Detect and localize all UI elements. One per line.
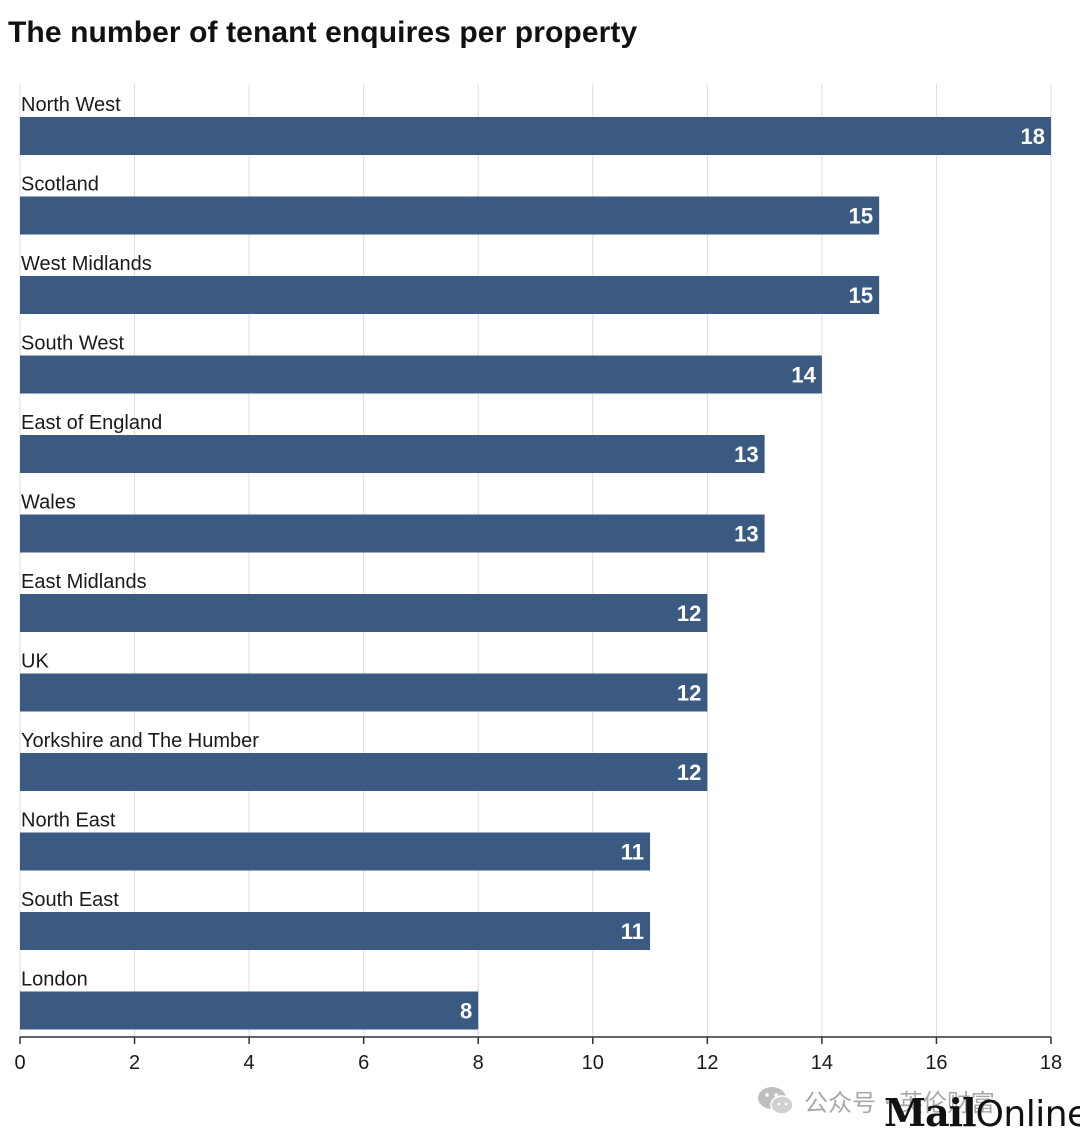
bar xyxy=(20,514,765,553)
bar xyxy=(20,832,651,871)
bar xyxy=(20,117,1051,155)
category-label: North West xyxy=(21,94,121,116)
value-label: 8 xyxy=(460,999,472,1024)
x-tick-label: 0 xyxy=(14,1052,25,1074)
value-label: 15 xyxy=(849,204,873,229)
category-label: Wales xyxy=(21,492,76,514)
logo-mail: Mail xyxy=(884,1090,977,1135)
category-label: North East xyxy=(21,810,116,832)
x-tick-label: 18 xyxy=(1040,1052,1062,1074)
category-label: South East xyxy=(21,889,119,911)
x-tick-label: 10 xyxy=(582,1052,604,1074)
value-label: 13 xyxy=(734,442,758,467)
x-tick-label: 16 xyxy=(925,1052,947,1074)
value-label: 12 xyxy=(677,760,701,785)
x-tick-label: 14 xyxy=(811,1052,833,1074)
watermark: 公众号 · 英伦财富 xyxy=(756,1083,995,1118)
value-label: 13 xyxy=(734,522,758,547)
category-label: East of England xyxy=(21,412,162,434)
value-label: 11 xyxy=(621,919,644,944)
watermark-text: 公众号 · 英伦财富 xyxy=(804,1089,995,1117)
category-label: East Midlands xyxy=(21,571,147,593)
x-tick-label: 8 xyxy=(473,1052,484,1074)
value-label: 18 xyxy=(1021,124,1045,149)
bar xyxy=(20,991,479,1030)
bar xyxy=(20,594,708,632)
category-label: UK xyxy=(21,651,49,673)
bar xyxy=(20,753,708,791)
bar xyxy=(20,673,708,712)
value-label: 11 xyxy=(621,840,644,865)
chart-title: The number of tenant enquires per proper… xyxy=(8,16,638,49)
category-label: South West xyxy=(21,333,124,355)
bar xyxy=(20,912,651,950)
category-label: West Midlands xyxy=(21,253,152,275)
category-label: Scotland xyxy=(21,174,99,196)
x-tick-label: 2 xyxy=(129,1052,140,1074)
bar xyxy=(20,276,880,314)
category-label: London xyxy=(21,969,88,991)
bar xyxy=(20,355,822,394)
value-label: 15 xyxy=(849,283,873,308)
value-label: 12 xyxy=(677,681,701,706)
bar xyxy=(20,435,765,473)
x-tick-label: 12 xyxy=(696,1052,718,1074)
bar xyxy=(20,196,880,235)
x-tick-label: 6 xyxy=(358,1052,369,1074)
value-label: 14 xyxy=(791,363,816,388)
logo-online: Online xyxy=(975,1094,1080,1135)
category-label: Yorkshire and The Humber xyxy=(21,730,259,752)
mailonline-logo: MailOnline xyxy=(884,1094,1080,1133)
wechat-icon xyxy=(758,1086,794,1115)
value-label: 12 xyxy=(677,601,701,626)
x-tick-label: 4 xyxy=(244,1052,255,1074)
